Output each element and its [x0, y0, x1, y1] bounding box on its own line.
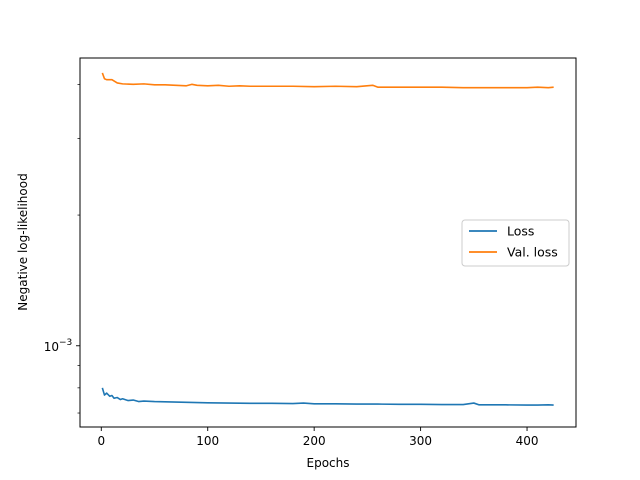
legend-label-val-loss: Val. loss: [507, 245, 558, 260]
x-tick-label: 400: [516, 434, 539, 448]
series-layer: [101, 72, 554, 406]
legend: Loss Val. loss: [461, 219, 570, 267]
legend-label-loss: Loss: [507, 224, 534, 239]
series-line-loss: [101, 387, 554, 406]
x-tick-label: 0: [97, 434, 105, 448]
x-tick-label: 100: [196, 434, 219, 448]
x-tick-label: 300: [409, 434, 432, 448]
y-tick-label: 10: [44, 340, 59, 354]
x-axis-ticks: 0 100 200 300 400: [97, 427, 538, 448]
y-tick-exponent: −3: [59, 338, 72, 348]
x-axis-label: Epochs: [307, 456, 350, 470]
x-tick-label: 200: [303, 434, 326, 448]
series-line-val-loss: [101, 72, 554, 89]
y-axis-ticks: 10 −3: [44, 84, 80, 414]
y-axis-label: Negative log-likelihood: [16, 173, 30, 310]
axes-frame: [79, 57, 577, 428]
